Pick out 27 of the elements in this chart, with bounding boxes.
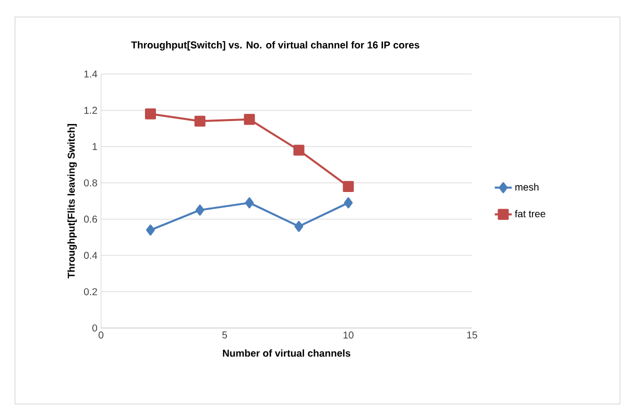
x-tick-label: 0 (98, 332, 104, 339)
y-tick-label: 0.4 (84, 252, 98, 259)
y-tick-label: 0.2 (84, 288, 97, 296)
point (294, 220, 304, 232)
y-tick-label: 0.8 (84, 179, 98, 186)
y-tick-label: 1.4 (84, 70, 98, 78)
point (196, 204, 204, 216)
point (144, 108, 156, 120)
x-tick-label: 10 (344, 332, 354, 339)
point (344, 197, 353, 208)
y-tick-label: 1.2 (84, 106, 97, 114)
x-axis-title: Number of virtual channels (222, 349, 350, 357)
x-tick-label: 15 (467, 332, 478, 338)
point (293, 144, 304, 156)
point (342, 181, 354, 192)
legend-label: mesh (515, 183, 538, 191)
point (146, 224, 155, 236)
x-tick-label: 5 (222, 332, 228, 338)
point (194, 116, 206, 127)
y-tick-label: 0.6 (84, 216, 98, 223)
y-tick-label: 0 (92, 324, 98, 332)
point (245, 197, 254, 208)
y-axis-title: Throughput[Flits leaving Switch] (67, 124, 77, 278)
chart-title: Throughput[Switch] vs. No. of virtual channel for 16 IP cores (131, 41, 420, 50)
point (244, 114, 255, 125)
legend-label: fat tree (514, 210, 546, 218)
y-tick-label: 1 (92, 143, 98, 150)
